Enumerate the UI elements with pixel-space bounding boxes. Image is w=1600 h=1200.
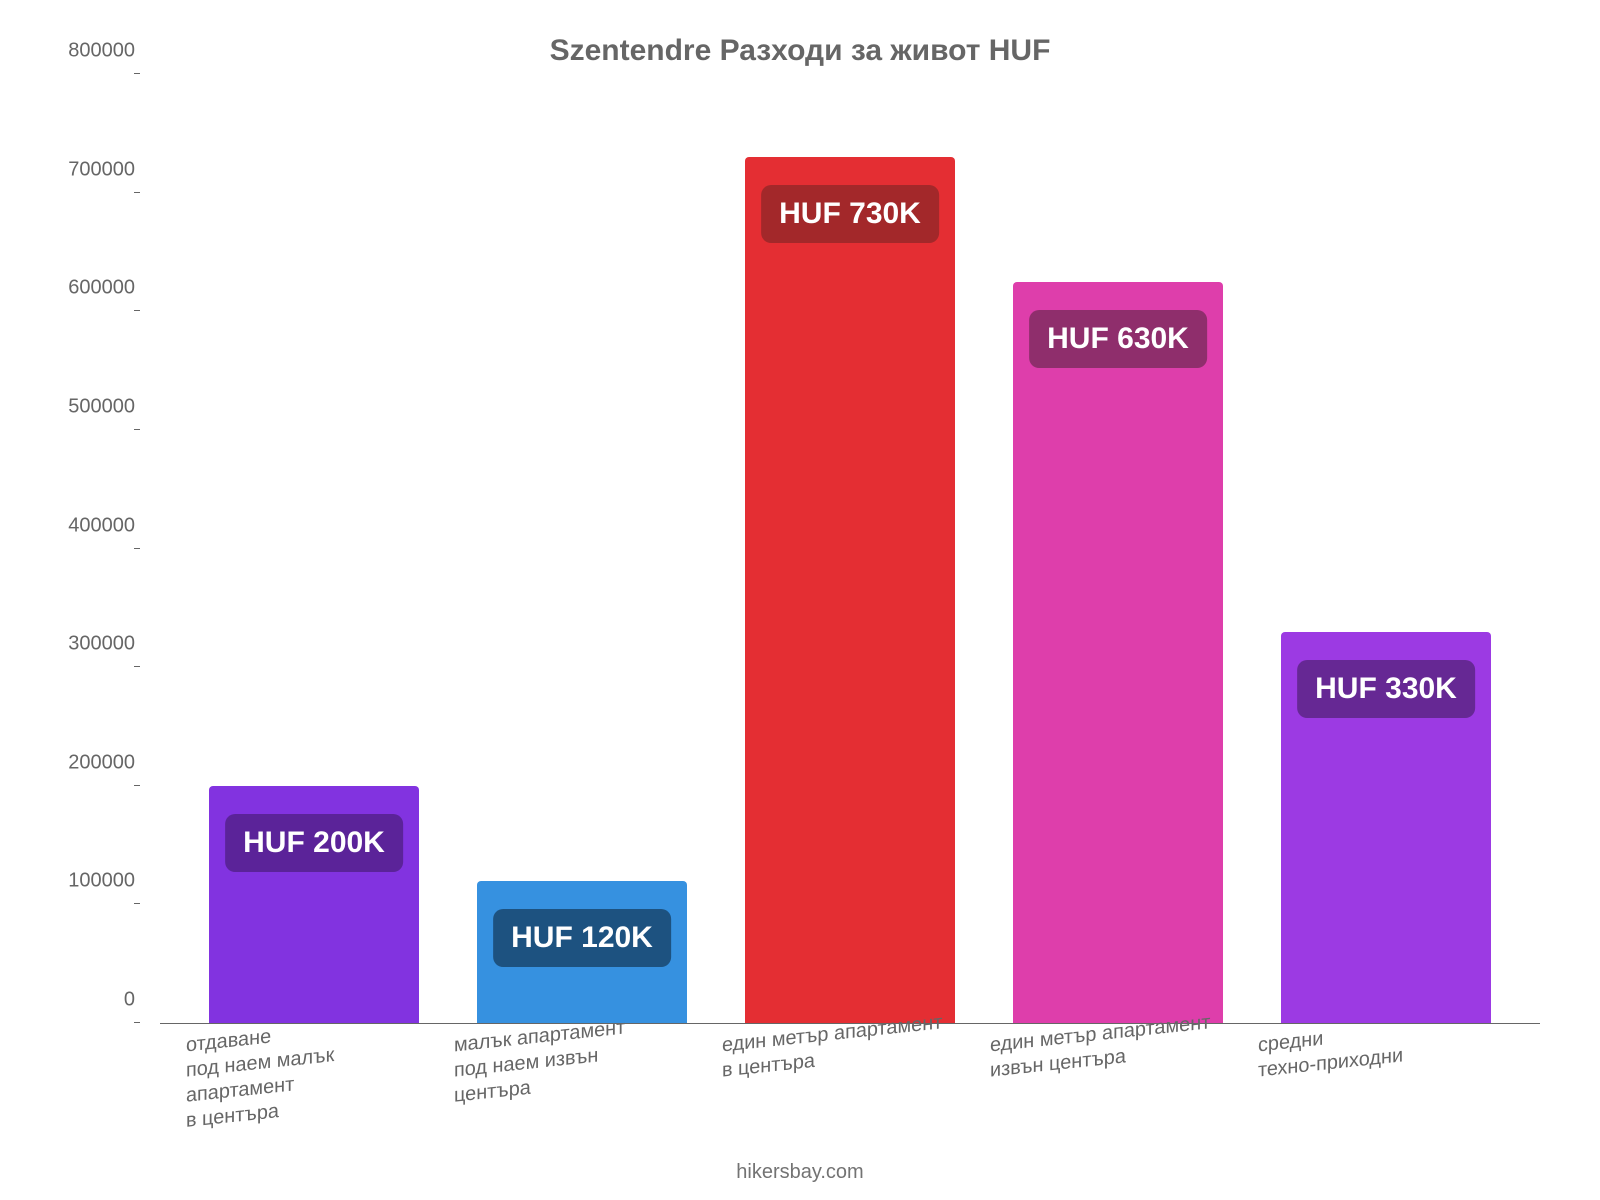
bar: HUF 330K: [1281, 632, 1490, 1023]
y-tick-label: 100000: [35, 870, 135, 893]
bar-value-label: HUF 330K: [1297, 660, 1475, 718]
x-axis-category-label: един метър апартамент извън центъра: [984, 1006, 1251, 1135]
y-tick-label: 400000: [35, 514, 135, 537]
y-tick-label: 0: [35, 989, 135, 1012]
x-axis-category-label: малък апартамент под наем извън центъра: [448, 1006, 715, 1135]
bars-container: HUF 200K HUF 120K HUF 730K HUF 630K HUF 330K: [160, 74, 1540, 1023]
bar-value-label: HUF 630K: [1029, 310, 1207, 368]
y-tick-mark: [134, 903, 140, 904]
bar-value-label: HUF 200K: [225, 814, 403, 872]
x-axis-category-label: един метър апартамент в центъра: [716, 1006, 983, 1135]
bar: HUF 630K: [1013, 282, 1222, 1023]
y-tick-mark: [134, 429, 140, 430]
bar: HUF 120K: [477, 881, 686, 1023]
x-axis-category-label: отдаване под наем малък апартамент в цен…: [180, 1006, 447, 1135]
y-tick-mark: [134, 310, 140, 311]
y-tick-mark: [134, 73, 140, 74]
x-axis-category-label: средни техно-приходни: [1252, 1006, 1519, 1135]
chart-title: Szentendre Разходи за живот HUF: [40, 34, 1560, 68]
bar-slot: HUF 630K: [984, 74, 1252, 1023]
attribution: hikersbay.com: [0, 1161, 1600, 1184]
bar-slot: HUF 120K: [448, 74, 716, 1023]
y-tick-label: 600000: [35, 277, 135, 300]
bar-value-label: HUF 120K: [493, 909, 671, 967]
bar-slot: HUF 200K: [180, 74, 448, 1023]
bar: HUF 200K: [209, 786, 418, 1023]
y-tick-mark: [134, 192, 140, 193]
bar-value-label: HUF 730K: [761, 185, 939, 243]
plot-area: 0100000200000300000400000500000600000700…: [160, 74, 1540, 1024]
y-tick-mark: [134, 548, 140, 549]
bar: HUF 730K: [745, 157, 954, 1023]
y-tick-mark: [134, 666, 140, 667]
y-tick-mark: [134, 785, 140, 786]
bar-slot: HUF 330K: [1252, 74, 1520, 1023]
y-tick-label: 300000: [35, 633, 135, 656]
y-tick-label: 200000: [35, 751, 135, 774]
y-tick-label: 500000: [35, 395, 135, 418]
y-tick-label: 700000: [35, 158, 135, 181]
bar-slot: HUF 730K: [716, 74, 984, 1023]
y-axis: 0100000200000300000400000500000600000700…: [140, 74, 160, 1023]
y-tick-mark: [134, 1022, 140, 1023]
x-axis-labels: отдаване под наем малък апартамент в цен…: [160, 1024, 1540, 1134]
